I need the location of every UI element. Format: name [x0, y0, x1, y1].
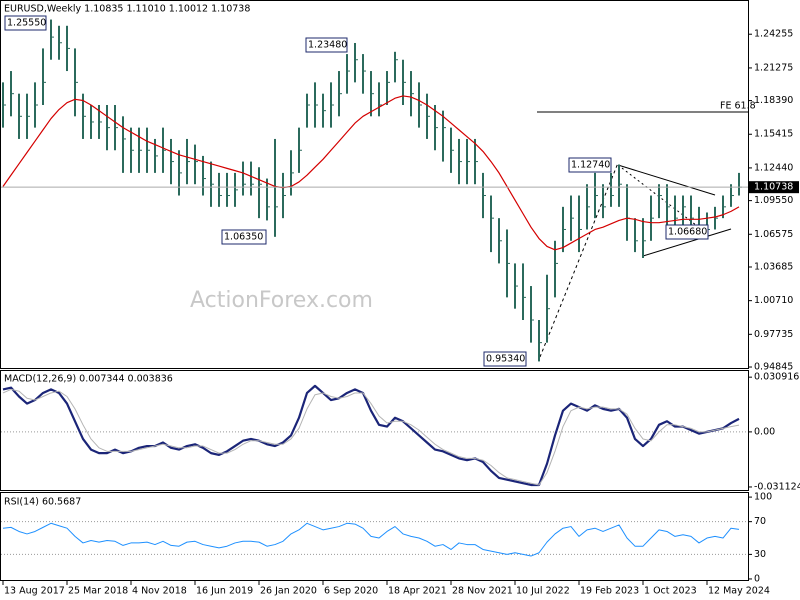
macd-panel: [0, 370, 749, 491]
annotation: 1.06350: [224, 232, 263, 243]
x-tick-label: 4 Nov 2018: [132, 586, 187, 597]
annotation: 1.23480: [308, 40, 347, 51]
current-price-label: 1.10738: [754, 182, 793, 193]
x-tick-label: 25 Mar 2018: [68, 586, 128, 597]
y-tick-label: 1.09550: [754, 195, 793, 206]
y-tick-label: 100: [754, 492, 772, 503]
annotation-box: [665, 224, 709, 240]
y-tick-label: 0.94845: [754, 362, 793, 373]
x-tick-label: 28 Nov 2021: [452, 586, 513, 597]
x-tick-label: 26 Jan 2020: [260, 586, 317, 597]
x-tick-label: 16 Jun 2019: [196, 586, 253, 597]
price-panel: [0, 0, 749, 369]
annotation: 0.95340: [486, 354, 525, 365]
annotation-box: [305, 37, 348, 53]
x-tick-label: 10 Jul 2022: [516, 586, 570, 597]
y-tick-label: 0.97735: [754, 329, 793, 340]
y-tick-label: 0: [754, 573, 760, 584]
macd-title: MACD(12,26,9) 0.007344 0.003836: [4, 374, 173, 385]
current-price-box: [749, 181, 799, 194]
annotation: 1.25550: [7, 18, 46, 29]
indicator-line: [2, 522, 740, 557]
y-tick-label: 1.21275: [754, 62, 793, 73]
rsi-title: RSI(14) 60.5687: [4, 497, 81, 508]
y-tick-label: 30: [754, 549, 766, 560]
y-tick-label: 1.24255: [754, 29, 793, 40]
annotation-box: [4, 15, 47, 31]
x-tick-label: 18 Apr 2021: [388, 586, 447, 597]
trend-line: [539, 162, 619, 358]
moving-average: [2, 95, 740, 251]
annotation: FE 61.8: [720, 101, 756, 112]
y-tick-label: 1.00710: [754, 295, 793, 306]
x-tick-label: 6 Sep 2020: [324, 586, 378, 597]
watermark: ActionForex.com: [190, 288, 373, 313]
annotation-box: [568, 157, 612, 173]
y-tick-label: 0.00: [754, 426, 775, 437]
rsi-panel: [0, 492, 749, 581]
x-tick-label: 19 Feb 2023: [580, 586, 639, 597]
indicator-line: [2, 388, 740, 486]
y-tick-label: 70: [754, 516, 766, 527]
indicator-line: [2, 384, 740, 487]
y-tick-label: 1.03685: [754, 261, 793, 272]
annotation: 1.06680: [668, 227, 707, 238]
annotation: 1.12740: [571, 160, 610, 171]
x-tick-label: 12 May 2024: [708, 586, 770, 597]
y-tick-label: 0.030916: [754, 372, 799, 383]
trend-line: [642, 228, 732, 257]
y-tick-label: 1.15415: [754, 129, 793, 140]
x-tick-label: 13 Aug 2017: [4, 586, 65, 597]
price-title: EURUSD,Weekly 1.10835 1.11010 1.10012 1.…: [4, 4, 250, 15]
x-tick-label: 1 Oct 2023: [644, 586, 697, 597]
y-tick-label: -0.031124: [754, 481, 800, 492]
trend-line: [617, 164, 716, 196]
annotation-box: [483, 351, 527, 367]
annotation-box: [221, 229, 267, 245]
y-tick-label: 1.12440: [754, 162, 793, 173]
y-tick-label: 1.06575: [754, 229, 793, 240]
y-tick-label: 1.18390: [754, 95, 793, 106]
